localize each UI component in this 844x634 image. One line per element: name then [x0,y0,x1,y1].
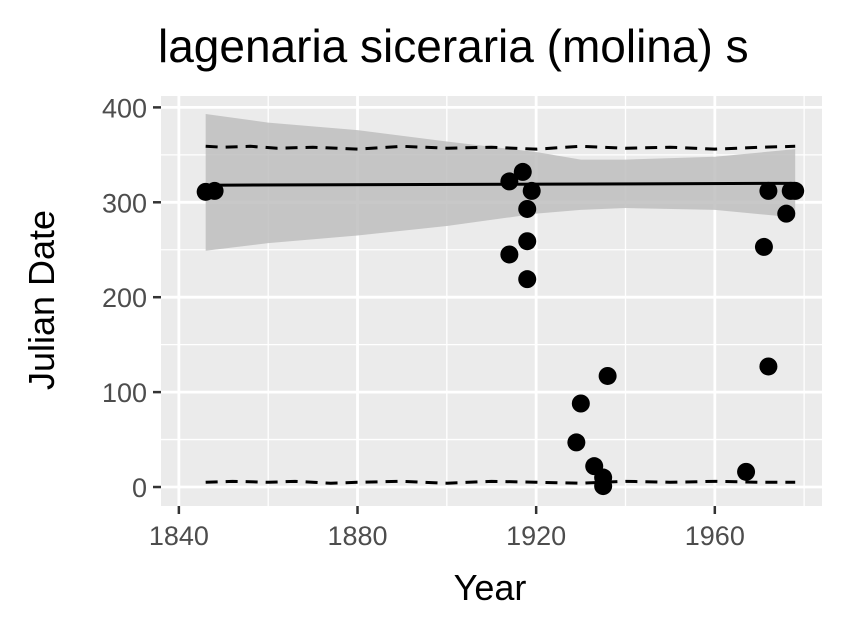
y-tick-label: 200 [102,283,147,313]
dashed-bounds [205,144,796,485]
data-point [594,477,613,496]
dashed-upper-bound [205,144,796,151]
x-tick-label: 1840 [149,521,209,551]
data-point [786,181,805,200]
data-point [777,204,796,223]
x-tick-label: 1960 [685,521,745,551]
fit-line [205,181,796,187]
y-tick-label: 300 [102,188,147,218]
data-point [518,199,537,218]
data-point [571,394,590,413]
axes: 1840 1880 1920 1960 0 100 200 300 400 [102,93,745,551]
data-point [500,172,519,191]
x-axis-title: Year [454,567,527,608]
data-point [759,181,778,200]
data-point [205,181,224,200]
data-points [196,162,805,496]
data-point [500,245,519,264]
y-tick-label: 400 [102,93,147,123]
data-point [754,237,773,256]
y-tick-label: 0 [132,473,147,503]
trend-line [205,181,796,187]
x-tick-label: 1880 [327,521,387,551]
data-point [518,270,537,289]
data-point [567,433,586,452]
dashed-lower-bound [205,479,796,485]
data-point [759,357,778,376]
data-point [598,366,617,385]
y-tick-label: 100 [102,378,147,408]
y-axis-title: Julian Date [21,210,62,390]
chart-title: lagenaria siceraria (molina) s [158,20,749,72]
data-point [513,162,532,181]
data-point [522,181,541,200]
data-point [737,462,756,481]
data-point [518,232,537,251]
x-tick-label: 1920 [506,521,566,551]
